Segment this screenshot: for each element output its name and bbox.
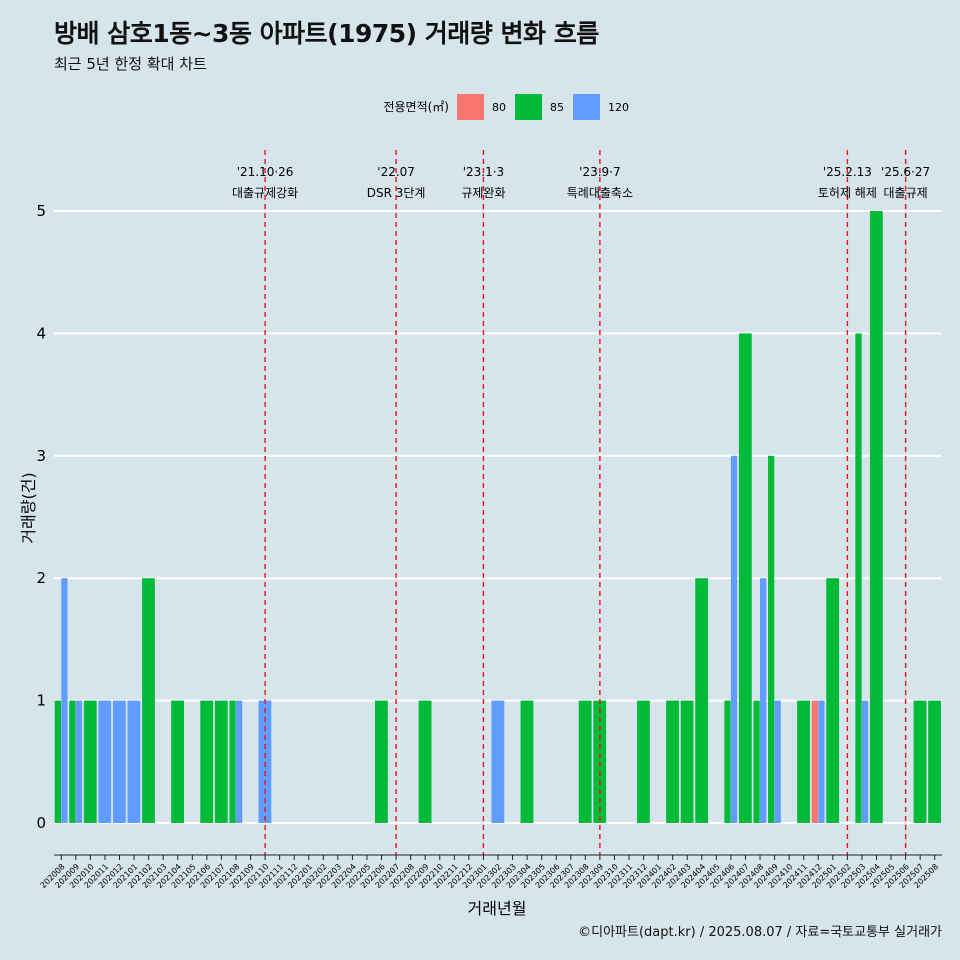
bar-85-202107	[214, 700, 228, 823]
bar-85-202411	[797, 700, 810, 823]
y-tick-label: 5	[36, 202, 46, 220]
y-tick-label: 1	[36, 692, 46, 710]
chart-subtitle: 최근 5년 한정 확대 차트	[54, 55, 207, 73]
bar-85-202209	[418, 700, 432, 823]
bar-85-202501	[826, 578, 840, 823]
bar-120-202409	[774, 700, 781, 823]
bar-85-202312	[637, 700, 650, 823]
bar-85-202106	[200, 700, 214, 823]
bar-85-202507	[913, 700, 927, 823]
y-axis-title: 거래량(건)	[19, 472, 38, 543]
bar-85-202508	[928, 700, 941, 823]
chart-title: 방배 삼호1동~3동 아파트(1975) 거래량 변화 흐름	[54, 19, 599, 48]
event-label: 규제완화	[461, 186, 505, 200]
event-date: '25.2.13	[823, 165, 872, 179]
bar-120-202101	[127, 700, 141, 823]
bar-120-202110	[258, 700, 272, 823]
bar-120-202011	[98, 700, 112, 823]
bar-85-202407	[738, 333, 752, 823]
legend-label-85: 85	[550, 101, 564, 114]
bar-85-202503	[855, 333, 862, 823]
event-date: '23.1·3	[463, 165, 504, 179]
bar-120-202406	[730, 455, 738, 823]
bar-120-202302	[491, 700, 505, 823]
bar-85-202408	[753, 700, 760, 823]
event-label: 대출규제	[884, 186, 928, 200]
bar-85-202206	[374, 700, 388, 823]
event-date: '23.9·7	[579, 165, 620, 179]
legend-title: 전용면적(㎡)	[383, 100, 449, 114]
bar-85-202406	[724, 700, 731, 823]
bar-85-202402	[666, 700, 679, 823]
bar-85-202108	[229, 700, 236, 823]
event-label: DSR 3단계	[367, 186, 426, 200]
y-tick-label: 3	[36, 447, 46, 465]
bar-120-202008	[61, 578, 68, 823]
legend-label-120: 120	[608, 101, 629, 114]
y-tick-label: 4	[36, 324, 46, 342]
bar-120-202108	[235, 700, 243, 823]
bar-85-202403	[680, 700, 694, 823]
bar-85-202104	[171, 700, 184, 823]
bar-85-202308	[578, 700, 592, 823]
bar-80-202412	[811, 700, 818, 823]
event-date: '21.10·26	[237, 165, 294, 179]
legend-label-80: 80	[492, 101, 506, 114]
bar-85-202008	[54, 700, 61, 823]
source-caption: ©디아파트(dapt.kr) / 2025.08.07 / 자료=국토교통부 실…	[578, 925, 942, 940]
bar-85-202404	[695, 578, 709, 823]
bar-85-202504	[869, 211, 883, 823]
bar-120-202009	[75, 700, 83, 823]
legend-key-85	[515, 94, 542, 120]
bar-120-202408	[760, 578, 767, 823]
bar-120-202012	[112, 700, 126, 823]
event-label: 특례대출축소	[567, 186, 633, 200]
bar-85-202102	[142, 578, 155, 823]
y-tick-label: 2	[36, 569, 46, 587]
legend: 전용면적(㎡) 80 85 120	[383, 94, 629, 120]
bar-120-202503	[861, 700, 869, 823]
event-label: 대출규제강화	[232, 186, 298, 200]
x-axis-title: 거래년월	[468, 899, 527, 918]
bar-120-202412	[818, 700, 825, 823]
bar-85-202304	[520, 700, 534, 823]
legend-key-120	[573, 94, 600, 120]
event-date: '22.07	[377, 165, 415, 179]
bar-85-202010	[83, 700, 97, 823]
event-label: 토허제 해제	[818, 186, 877, 200]
bar-85-202409	[768, 455, 775, 823]
legend-key-80	[457, 94, 484, 120]
event-date: '25.6·27	[881, 165, 930, 179]
bar-85-202009	[69, 700, 76, 823]
y-tick-label: 0	[36, 814, 46, 832]
bar-85-202309	[593, 700, 607, 823]
